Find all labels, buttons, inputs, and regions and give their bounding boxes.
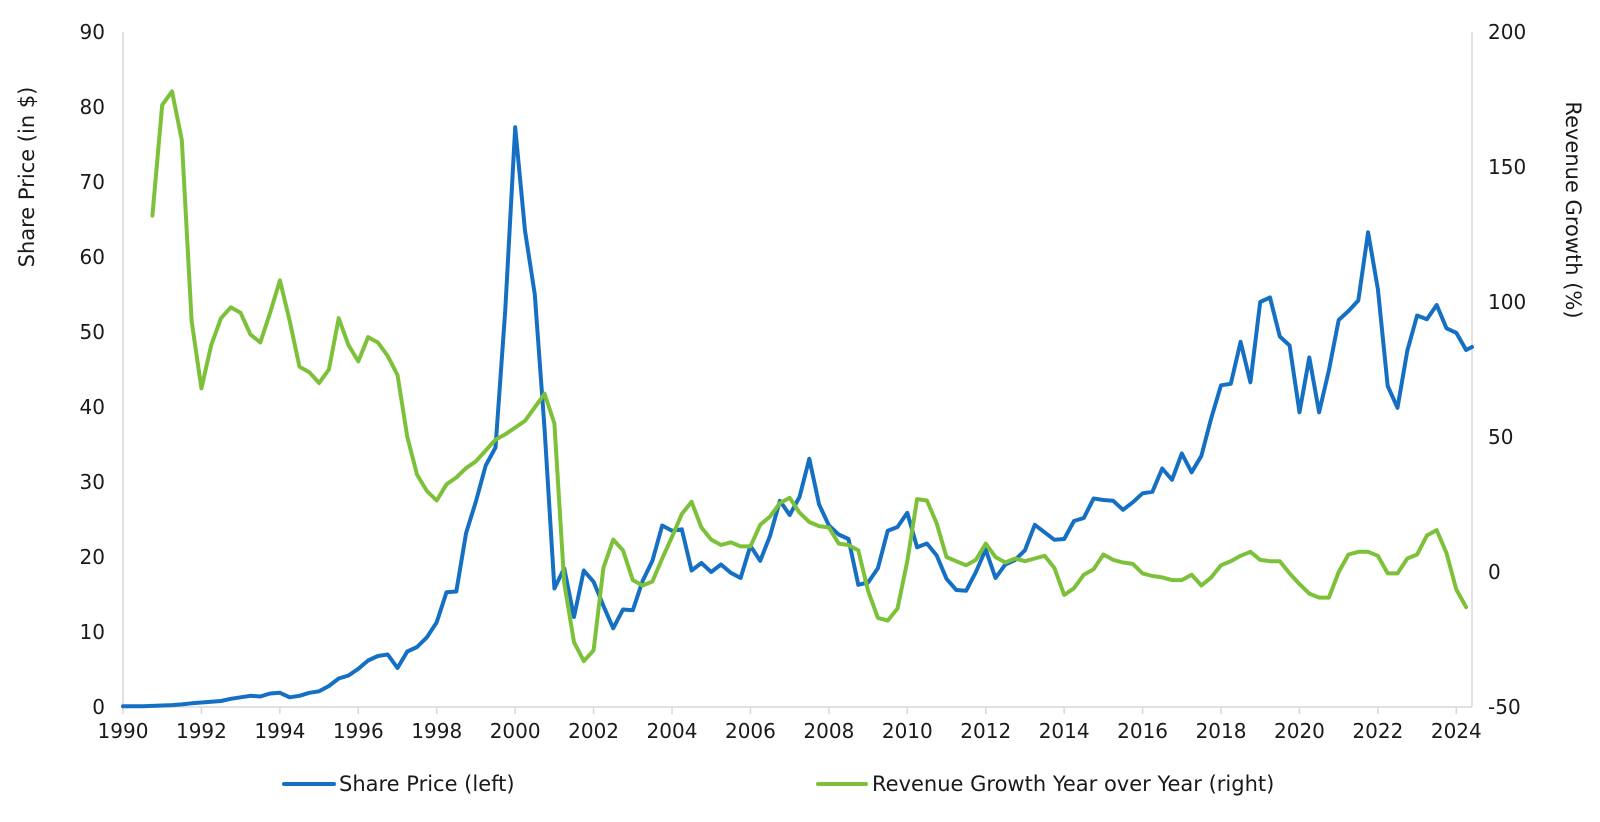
left-tick-label: 80 xyxy=(80,95,105,119)
left-tick-label: 20 xyxy=(80,545,105,569)
left-axis-title: Share Price (in $) xyxy=(15,87,39,268)
left-tick-label: 0 xyxy=(92,695,105,719)
right-tick-label: 100 xyxy=(1488,290,1526,314)
x-axis-ticks: 1990 1992 1994 1996 1998 2000 2002 2004 2006 2008… xyxy=(98,707,1482,743)
x-tick-label: 1990 xyxy=(98,719,149,743)
x-tick-label: 2004 xyxy=(647,719,698,743)
legend-label-share-price: Share Price (left) xyxy=(339,772,515,796)
legend-label-revenue-growth: Revenue Growth Year over Year (right) xyxy=(872,772,1274,796)
x-tick-label: 2016 xyxy=(1117,719,1168,743)
left-tick-label: 60 xyxy=(80,245,105,269)
right-tick-label: 200 xyxy=(1488,20,1526,44)
left-tick-label: 30 xyxy=(80,470,105,494)
x-tick-label: 2020 xyxy=(1274,719,1325,743)
left-tick-label: 50 xyxy=(80,320,105,344)
x-tick-label: 1992 xyxy=(176,719,227,743)
x-tick-label: 1994 xyxy=(254,719,305,743)
legend-item-share-price: Share Price (left) xyxy=(282,772,515,796)
right-axis-title: Revenue Growth (%) xyxy=(1561,101,1585,318)
series-line-revenue-growth xyxy=(150,89,1469,664)
x-tick-label: 2012 xyxy=(960,719,1011,743)
right-tick-label: -50 xyxy=(1488,695,1521,719)
x-tick-label: 2008 xyxy=(803,719,854,743)
left-axis-ticks: 0 10 20 30 40 50 60 70 80 90 xyxy=(80,20,105,719)
x-tick-label: 2002 xyxy=(568,719,619,743)
x-tick-label: 2024 xyxy=(1431,719,1482,743)
left-tick-label: 70 xyxy=(80,170,105,194)
x-tick-label: 2000 xyxy=(490,719,541,743)
left-tick-label: 40 xyxy=(80,395,105,419)
axes xyxy=(122,32,1473,708)
right-axis-ticks: -50 0 50 100 150 200 xyxy=(1488,20,1526,719)
x-tick-label: 2018 xyxy=(1196,719,1247,743)
left-tick-label: 10 xyxy=(80,620,105,644)
x-tick-label: 2010 xyxy=(882,719,933,743)
x-tick-label: 1998 xyxy=(411,719,462,743)
series-line-share-price xyxy=(121,125,1474,709)
x-tick-label: 2014 xyxy=(1039,719,1090,743)
right-tick-label: 0 xyxy=(1488,560,1501,584)
right-tick-label: 150 xyxy=(1488,155,1526,179)
x-tick-label: 1996 xyxy=(333,719,384,743)
left-tick-label: 90 xyxy=(80,20,105,44)
legend-item-revenue-growth: Revenue Growth Year over Year (right) xyxy=(816,772,1274,796)
x-tick-label: 2006 xyxy=(725,719,776,743)
right-tick-label: 50 xyxy=(1488,425,1513,449)
x-tick-label: 2022 xyxy=(1352,719,1403,743)
legend: Share Price (left) Revenue Growth Year o… xyxy=(282,772,1274,796)
series-layer xyxy=(121,89,1474,709)
